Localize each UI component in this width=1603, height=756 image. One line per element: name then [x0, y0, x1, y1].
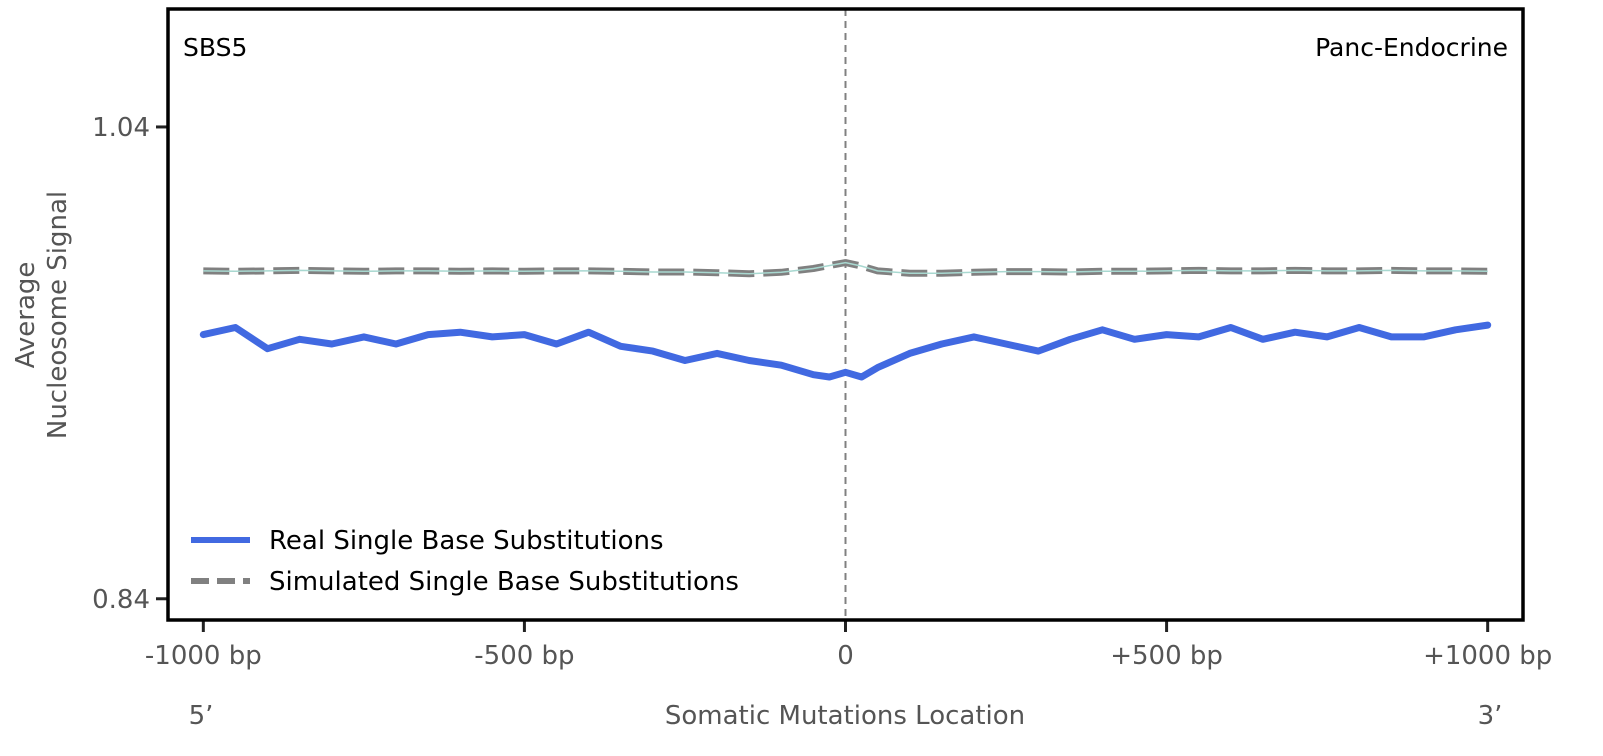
y-tick-label: 0.84: [92, 585, 150, 615]
series-line-real: [199, 321, 1492, 381]
y-tick-label: 1.04: [92, 113, 150, 143]
plot-frame: [166, 7, 1525, 622]
series-line-simulated: [203, 259, 1488, 278]
x-tick-label: 0: [837, 641, 854, 671]
legend-label-real: Real Single Base Substitutions: [269, 526, 664, 556]
x-tick-label: +1000 bp: [1423, 641, 1552, 671]
plot-data-layer: [199, 9, 1492, 620]
tissue-label: Panc-Endocrine: [1315, 33, 1508, 62]
x-axis-label: Somatic Mutations Location: [665, 701, 1025, 731]
y-axis-label-line-1: Average: [11, 262, 41, 369]
axes-layer: -1000 bp -500 bp 0 +500 bp +1000 bp 1.04 0.84: [92, 113, 1552, 671]
three-prime-label: 3’: [1478, 701, 1503, 731]
five-prime-label: 5’: [189, 701, 214, 731]
x-tick-label: +500 bp: [1110, 641, 1223, 671]
series-line-simulated-core: [203, 261, 1488, 275]
legend: Real Single Base Substitutions Simulated…: [191, 526, 739, 597]
signature-label: SBS5: [183, 33, 247, 62]
y-axis-label-line-2: Nucleosome Signal: [43, 191, 73, 439]
x-tick-label: -500 bp: [474, 641, 574, 671]
x-tick-label: -1000 bp: [145, 641, 262, 671]
legend-label-simulated: Simulated Single Base Substitutions: [269, 567, 739, 597]
